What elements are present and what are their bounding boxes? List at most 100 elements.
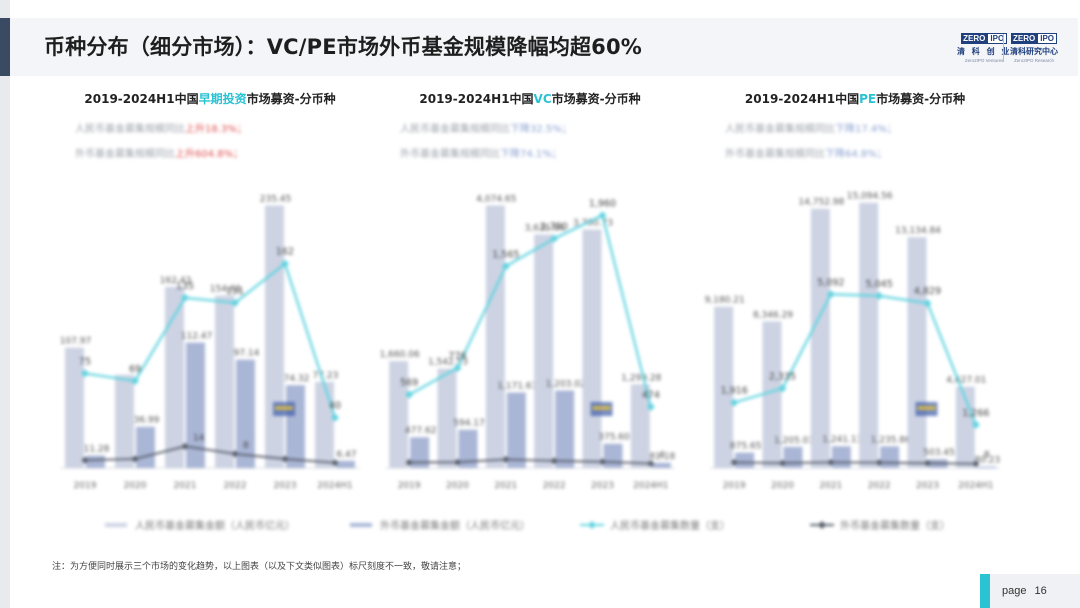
rmb-count-point bbox=[598, 211, 607, 220]
summary-highlight: 下降32.5%； bbox=[510, 122, 572, 135]
rmb-count-point bbox=[646, 402, 655, 411]
rmb-count-point bbox=[405, 390, 414, 399]
fx-bar bbox=[336, 460, 355, 468]
x-tick-label: 2022 bbox=[224, 481, 247, 491]
rmb-count-label: 474 bbox=[642, 390, 660, 401]
rmb-count-label: 131 bbox=[226, 286, 244, 297]
rmb-count-line bbox=[84, 261, 337, 418]
fx-bar-label: 112.47 bbox=[181, 332, 213, 342]
footnote: 注：为方便同时展示三个市场的变化趋势，以上图表（以及下文类似图表）标尺刻度不一致… bbox=[52, 562, 467, 572]
fx-count-point bbox=[924, 459, 931, 467]
fx-bar-label: 1,235.86 bbox=[871, 435, 911, 445]
fx-bar bbox=[86, 455, 105, 468]
rmb-count-point bbox=[131, 377, 139, 385]
chart-summary-line: 外币基金募集规模同比下降64.8%； bbox=[725, 147, 887, 160]
logo-divider bbox=[1003, 34, 1004, 62]
rmb-bar-label: 1,299.28 bbox=[621, 373, 661, 383]
fx-bar-label: 1,241.13 bbox=[822, 435, 862, 445]
zero2ipo-research-logo: ZERO IPO 清科研究中心 Zero2IPO Research bbox=[1010, 33, 1058, 63]
fx-bar-label: 1,171.61 bbox=[497, 381, 537, 391]
chart-title-part: VC bbox=[534, 92, 552, 106]
chart-title: 2019-2024H1中国VC市场募资-分币种 bbox=[419, 91, 640, 106]
x-tick-label: 2022 bbox=[543, 481, 566, 491]
rmb-count-point bbox=[181, 293, 189, 302]
rmb-count-label: 776 bbox=[448, 351, 466, 362]
fx-count-point bbox=[730, 458, 738, 466]
rmb-bar bbox=[714, 306, 734, 468]
fx-count-point bbox=[647, 459, 655, 467]
chart-panel-1: 2019-2024H1中国早期投资市场募资-分币种人民币基金募集规模同比上升18… bbox=[60, 91, 360, 491]
rmb-count-point bbox=[971, 420, 980, 429]
rmb-count-point bbox=[875, 291, 884, 300]
fx-bar-label: 11.28 bbox=[84, 444, 110, 454]
rmb-count-point bbox=[453, 363, 462, 372]
rmb-bar-label: 235.45 bbox=[260, 194, 292, 204]
fx-bar bbox=[976, 466, 996, 468]
charts-svg: 2019-2024H1中国早期投资市场募资-分币种人民币基金募集规模同比上升18… bbox=[60, 91, 1001, 532]
rmb-bar bbox=[907, 237, 927, 468]
chart-panel-3: 2019-2024H1中国PE市场募资-分币种人民币基金募集规模同比下降17.4… bbox=[705, 91, 1001, 491]
rmb-bar bbox=[437, 368, 457, 468]
legend-label: 外币基金募集数量（支） bbox=[840, 519, 950, 532]
logo-cn: 清 科 创 业 bbox=[957, 47, 1012, 56]
summary-highlight: 上升604.8%； bbox=[175, 148, 243, 160]
fx-bar-label: 375.60 bbox=[598, 433, 630, 443]
zero2ipo-ventures-logo: ZERO IPO 清 科 创 业 Zero2IPO Ventures bbox=[957, 33, 1011, 63]
fx-count-point bbox=[875, 459, 883, 467]
rmb-bar-label: 1,660.06 bbox=[380, 350, 420, 360]
fx-bar-label: 1,203.02 bbox=[546, 379, 586, 389]
x-tick-label: 2024H1 bbox=[633, 481, 668, 491]
fx-bar-label: 81.18 bbox=[649, 452, 675, 462]
x-tick-label: 2021 bbox=[494, 481, 517, 491]
rmb-count-label: 1,565 bbox=[492, 249, 519, 260]
x-tick-label: 2020 bbox=[446, 481, 469, 491]
summary-highlight: 上升18.3%； bbox=[185, 123, 247, 135]
fx-bar-label: 80.23 bbox=[974, 456, 1000, 466]
watermark-logo-stripe bbox=[592, 406, 611, 410]
fx-bar bbox=[286, 385, 305, 468]
rmb-bar-label: 9,180.21 bbox=[705, 296, 745, 306]
x-tick-label: 2019 bbox=[398, 481, 421, 491]
fx-bar-label: 875.65 bbox=[730, 442, 762, 452]
rmb-bar bbox=[115, 374, 134, 468]
rmb-bar bbox=[65, 347, 84, 468]
fx-bar bbox=[651, 462, 671, 468]
fx-count-point bbox=[81, 456, 89, 464]
rmb-bar bbox=[859, 202, 879, 469]
side-accent-bar bbox=[0, 0, 10, 608]
rmb-bar-label: 14,752.98 bbox=[798, 198, 844, 208]
legend-marker-fx bbox=[818, 521, 826, 529]
fx-count-label: 14 bbox=[193, 433, 205, 443]
rmb-bar-label: 8,346.29 bbox=[753, 310, 793, 320]
page-number: 16 bbox=[1034, 585, 1047, 597]
fx-count-point bbox=[331, 459, 339, 467]
x-tick-label: 2023 bbox=[591, 481, 614, 491]
fx-count-point bbox=[281, 455, 289, 463]
page-label: page bbox=[1002, 585, 1027, 597]
fx-count-point bbox=[779, 459, 786, 467]
x-tick-label: 2023 bbox=[916, 481, 939, 491]
rmb-count-label: 5,045 bbox=[866, 279, 893, 290]
rmb-count-point bbox=[550, 234, 559, 243]
rmb-count-label: 1,780 bbox=[541, 222, 568, 233]
fx-bar-label: 503.45 bbox=[923, 448, 955, 458]
fx-count-point bbox=[550, 457, 558, 465]
fx-bar-label: 36.99 bbox=[134, 416, 160, 426]
rmb-bar bbox=[215, 295, 234, 468]
rmb-count-label: 1,960 bbox=[589, 198, 616, 209]
fx-count-point bbox=[181, 442, 189, 450]
rmb-bar bbox=[630, 384, 650, 468]
summary-text: 外币基金募集规模同比 bbox=[725, 147, 825, 160]
fx-bar-label: 1,205.01 bbox=[774, 436, 814, 446]
rmb-bar-label: 4,074.65 bbox=[476, 194, 516, 204]
logo-en: Zero2IPO Research bbox=[1013, 58, 1055, 63]
fx-bar bbox=[136, 426, 155, 468]
rmb-bar bbox=[534, 234, 554, 468]
summary-text: 人民币基金募集规模同比 bbox=[400, 122, 510, 135]
fx-count-label: 8 bbox=[984, 451, 990, 461]
x-tick-label: 2022 bbox=[868, 481, 891, 491]
chart-summary-line: 外币基金募集规模同比上升604.8%； bbox=[75, 147, 243, 160]
x-tick-label: 2024H1 bbox=[317, 481, 352, 491]
x-tick-label: 2024H1 bbox=[958, 481, 993, 491]
chart-title-part: 市场募资-分币种 bbox=[876, 91, 965, 106]
